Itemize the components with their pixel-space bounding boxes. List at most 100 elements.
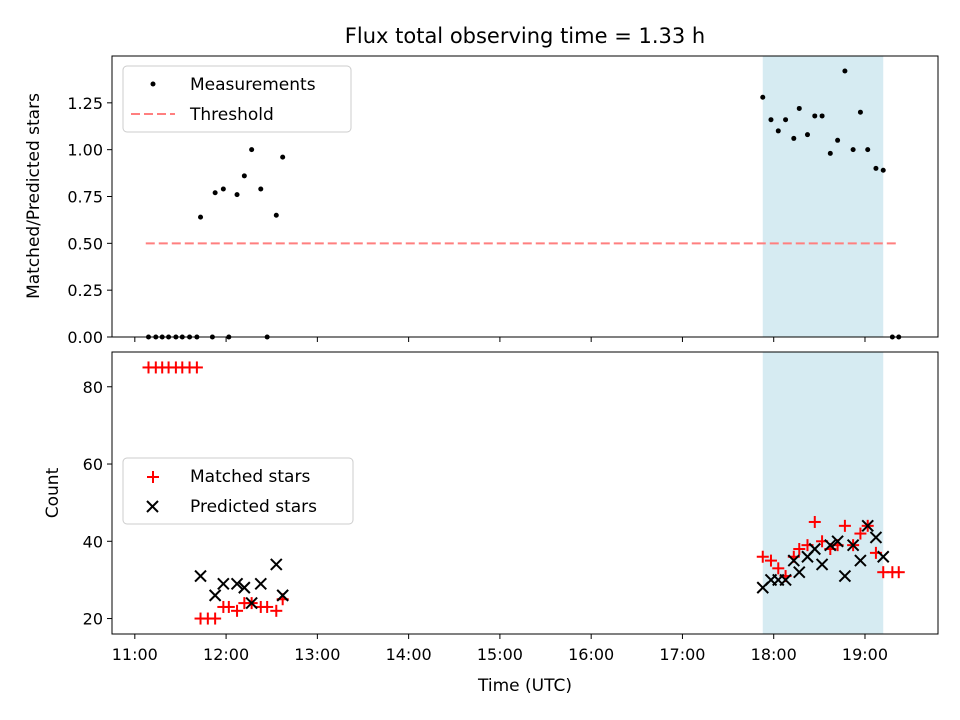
matched-star-point [793, 543, 806, 556]
top-axis-ticks: 0.00 0.25 0.50 0.75 1.00 1.25 [67, 94, 866, 347]
top-plot-frame [111, 55, 939, 338]
legend-measurements-label: Measurements [190, 75, 316, 95]
top-y-tick-label: 0.50 [67, 234, 103, 253]
x-tick-label: 13:00 [294, 645, 340, 664]
top-legend: Measurements Threshold [122, 65, 352, 133]
matched-star-point [892, 566, 905, 579]
predicted-star-point [779, 573, 792, 587]
x-tick-label: 17:00 [659, 645, 705, 664]
measurement-point [827, 150, 833, 156]
legend-predicted-marker [146, 500, 159, 513]
legend-matched-marker [147, 471, 159, 483]
predicted-star-point [824, 538, 837, 552]
matched-star-point [231, 604, 244, 617]
measurement-point [775, 128, 781, 134]
matched-star-point [756, 550, 769, 563]
x-tick-label: 18:00 [751, 645, 797, 664]
measurement-point [280, 154, 286, 160]
matched-star-point [808, 515, 821, 528]
legend-matched-label: Matched stars [190, 467, 310, 487]
bottom-y-tick-label: 20 [83, 610, 103, 629]
top-y-tick-label: 0.25 [67, 281, 103, 300]
measurement-point [812, 113, 818, 119]
predicted-star-point [808, 542, 821, 556]
matched-star-point [261, 600, 274, 613]
measurement-point [791, 135, 797, 141]
measurement-point [842, 68, 848, 74]
measurement-point [220, 186, 226, 192]
predicted-star-point [194, 569, 207, 583]
top-y-tick-label: 0.00 [67, 328, 103, 347]
measurement-point [198, 214, 204, 220]
predicted-star-point [846, 538, 860, 552]
top-y-tick-label: 1.25 [67, 94, 103, 113]
measurement-point [783, 117, 789, 123]
bottom-y-tick-label: 40 [83, 532, 103, 551]
predicted-star-point [787, 554, 800, 567]
predicted-star-point [208, 589, 222, 602]
matched-star-point [190, 361, 203, 374]
x-axis-label: Time (UTC) [477, 676, 572, 696]
x-tick-label: 14:00 [386, 645, 432, 664]
predicted-star-point [838, 569, 852, 583]
measurement-point [880, 167, 886, 173]
matched-stars-points [142, 361, 905, 625]
measurement-point [249, 147, 255, 153]
top-y-tick-label: 0.75 [67, 188, 103, 207]
predicted-star-point [238, 581, 251, 594]
predicted-star-point [831, 535, 844, 548]
top-y-tick-label: 1.00 [67, 141, 103, 160]
measurement-point [835, 137, 841, 143]
predicted-star-point [245, 596, 258, 610]
measurement-point [819, 113, 825, 119]
measurement-point [760, 94, 766, 100]
predicted-stars-points [194, 519, 890, 610]
measurement-point [857, 109, 863, 115]
measurement-point [804, 132, 810, 138]
matched-star-point [838, 519, 851, 532]
predicted-star-point [815, 558, 829, 571]
x-tick-label: 12:00 [203, 645, 249, 664]
measurement-point [873, 165, 879, 171]
predicted-star-point [254, 577, 267, 590]
bottom-axis-ticks: 20 40 60 80 11:00 12:00 13:00 14:00 15:00 16:00 17… [83, 378, 888, 664]
predicted-star-point [869, 531, 883, 544]
bottom-y-axis-label: Count [43, 467, 63, 518]
measurement-point [850, 147, 856, 153]
x-tick-label: 19:00 [842, 645, 888, 664]
predicted-star-point [854, 554, 867, 567]
legend-predicted-label: Predicted stars [190, 497, 317, 517]
chart-title: Flux total observing time = 1.33 h [345, 24, 705, 48]
bottom-plot-frame [111, 351, 939, 635]
bottom-y-tick-label: 60 [83, 455, 103, 474]
predicted-star-point [861, 519, 874, 533]
measurement-point [241, 173, 247, 179]
legend-threshold-label: Threshold [189, 105, 274, 125]
predicted-star-point [217, 577, 230, 590]
matched-star-point [209, 612, 222, 625]
bottom-y-tick-label: 80 [83, 378, 103, 397]
matched-star-point [854, 527, 867, 540]
matched-star-point [222, 600, 235, 613]
matched-star-point [270, 604, 283, 617]
top-legend-box [122, 65, 352, 133]
matched-star-point [764, 554, 777, 567]
bottom-legend-box [122, 457, 354, 525]
bottom-panel: 20 40 60 80 11:00 12:00 13:00 14:00 15:00 16:00 17… [43, 351, 939, 696]
predicted-star-point [793, 565, 806, 579]
x-tick-label: 11:00 [112, 645, 158, 664]
measurement-points [146, 68, 902, 340]
top-y-axis-label: Matched/Predicted stars [24, 93, 44, 299]
x-tick-label: 16:00 [568, 645, 614, 664]
legend-measurements-marker [150, 81, 156, 87]
x-tick-label: 15:00 [477, 645, 523, 664]
measurement-point [796, 105, 802, 111]
bottom-shaded-span [762, 352, 884, 634]
measurement-point [865, 147, 871, 153]
measurement-point [212, 190, 218, 196]
predicted-star-point [230, 577, 244, 590]
measurement-point [768, 117, 774, 123]
measurement-point [273, 212, 279, 218]
matched-star-point [772, 562, 785, 575]
